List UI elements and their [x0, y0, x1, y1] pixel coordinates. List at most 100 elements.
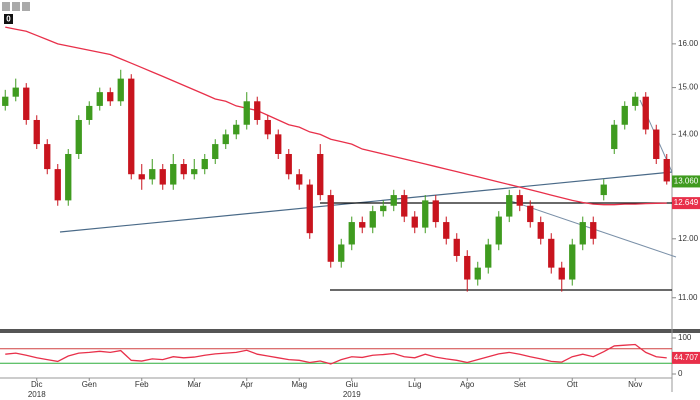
value-label: 12.649: [674, 198, 699, 207]
moving-average: [5, 26, 667, 206]
candle-body: [44, 144, 51, 170]
candle-body: [33, 119, 40, 145]
x-tick-label: Set: [514, 380, 527, 389]
candle-body: [411, 216, 418, 228]
rsi-line: [5, 343, 667, 365]
candle-body: [569, 244, 576, 280]
candle-body: [369, 211, 376, 228]
x-tick-label: Mar: [187, 380, 201, 389]
candle-body: [443, 222, 450, 239]
x-tick-label: Ago: [460, 380, 475, 389]
candle-body: [558, 267, 565, 280]
candle-body: [170, 164, 177, 185]
candle-body: [65, 153, 72, 201]
candle-body: [653, 129, 660, 159]
candle-body: [296, 174, 303, 185]
menu-button[interactable]: [22, 2, 30, 11]
candle-body: [390, 195, 397, 206]
year-label: 2018: [28, 390, 46, 399]
candle-body: [348, 222, 355, 245]
x-tick-label: Apr: [241, 380, 254, 389]
x-tick-label: Mag: [291, 380, 307, 389]
x-tick-label: Dic: [31, 380, 43, 389]
value-label-box: [672, 197, 700, 210]
draw-button[interactable]: [12, 2, 20, 11]
candle-body: [275, 134, 282, 154]
x-tick-label: Ott: [567, 380, 578, 389]
candle-body: [317, 153, 324, 196]
candle-body: [128, 78, 135, 175]
candle-body: [243, 101, 250, 125]
candle-body: [359, 222, 366, 228]
candle-body: [548, 238, 555, 268]
value-label-box: [672, 175, 700, 188]
candle-body: [453, 238, 460, 256]
candle-body: [401, 195, 408, 217]
candle-body: [474, 267, 481, 280]
y-tick-label: 14.00: [678, 129, 699, 138]
y-tick-label: 12.00: [678, 234, 699, 243]
candle-body: [527, 205, 534, 223]
candle-body: [12, 87, 19, 97]
value-label: 44.707: [674, 353, 699, 362]
candle-body: [663, 158, 670, 182]
candle-body: [138, 174, 145, 180]
candle-body: [642, 96, 649, 130]
candle-body: [632, 96, 639, 106]
toolbar: 0: [2, 2, 30, 24]
candle-body: [180, 164, 187, 175]
candle-body: [212, 144, 219, 159]
y-tick-label: 16.00: [678, 39, 699, 48]
candle-body: [464, 255, 471, 280]
candle-body: [191, 169, 198, 175]
candle-body: [96, 92, 103, 106]
candle-body: [621, 105, 628, 125]
counter-box: [4, 14, 13, 24]
candle-body: [537, 222, 544, 239]
zoom-button[interactable]: [2, 2, 10, 11]
candle-body: [86, 105, 93, 120]
candle-body: [117, 78, 124, 102]
candle-body: [201, 158, 208, 170]
candle-body: [222, 134, 229, 145]
counter: 0: [6, 15, 11, 24]
candle-body: [506, 195, 513, 217]
x-tick-label: Lug: [408, 380, 421, 389]
x-tick-label: Gen: [82, 380, 97, 389]
value-label: 13.060: [674, 177, 699, 186]
y-tick-label: 0: [678, 369, 683, 378]
candle-body: [254, 101, 261, 120]
candle-body: [380, 205, 387, 212]
x-tick-label: Nov: [628, 380, 642, 389]
candle-body: [233, 124, 240, 135]
candle-body: [422, 200, 429, 228]
trend-line: [59, 171, 673, 233]
candle-body: [516, 195, 523, 206]
candle-body: [432, 200, 439, 223]
year-label: 2019: [343, 390, 361, 399]
candle-body: [159, 169, 166, 185]
candle-body: [2, 96, 9, 106]
candle-body: [579, 222, 586, 245]
candle-body: [54, 169, 61, 201]
candle-body: [306, 184, 313, 234]
y-tick-label: 11.00: [678, 293, 698, 302]
y-tick-label: 100: [678, 333, 692, 342]
candle-body: [495, 216, 502, 245]
candle-body: [75, 119, 82, 154]
candle-body: [338, 244, 345, 262]
candle-body: [327, 195, 334, 262]
candle-body: [485, 244, 492, 268]
candle-body: [611, 124, 618, 150]
candle-body: [107, 92, 114, 102]
x-tick-label: Giu: [346, 380, 358, 389]
x-tick-label: Feb: [135, 380, 149, 389]
candle-body: [590, 222, 597, 239]
candle-body: [149, 169, 156, 180]
value-label-box: [672, 351, 700, 364]
candle-body: [285, 153, 292, 175]
candle-body: [600, 184, 607, 196]
